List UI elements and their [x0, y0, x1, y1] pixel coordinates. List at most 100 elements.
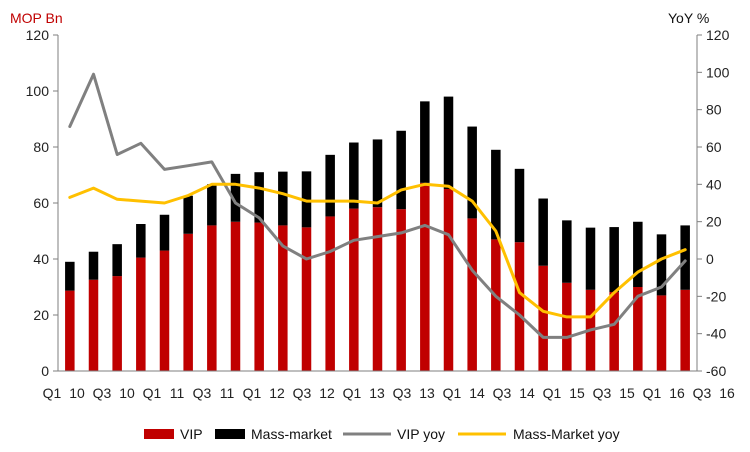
bar-mass-market	[443, 96, 454, 189]
left-axis-unit-label: MOP Bn	[10, 10, 63, 26]
bar-vip	[136, 257, 146, 371]
bar-mass-market	[585, 227, 596, 290]
line-layer	[68, 72, 687, 339]
bar-vip	[656, 295, 667, 371]
x-tick-label: Q3	[393, 385, 412, 401]
left-tick-label: 20	[33, 307, 49, 323]
bar-vip	[112, 276, 122, 371]
legend-swatch-mass-market	[215, 429, 245, 439]
axes: 0 20 40 60 80 100 120 -60 -40 -20 0 20 40 60 80 100 120 Q…	[26, 27, 735, 401]
left-tick-label: 100	[26, 83, 50, 99]
bar-vip	[230, 221, 241, 371]
bar-vip	[254, 222, 264, 371]
x-tick-label: 15	[619, 385, 635, 401]
bar-vip	[183, 233, 193, 371]
bar-vip	[325, 216, 335, 371]
bar-mass-market	[325, 154, 335, 217]
bar-mass-market	[372, 139, 383, 208]
bar-vip	[278, 225, 288, 371]
x-tick-label: Q3	[93, 385, 112, 401]
bar-vip	[562, 282, 572, 371]
bar-vip	[680, 289, 690, 371]
bar-mass-market	[278, 171, 288, 226]
right-tick-label: -20	[706, 288, 726, 304]
x-tick-label: 16	[719, 385, 735, 401]
x-tick-label: Q1	[143, 385, 162, 401]
bar-mass-market	[136, 224, 146, 258]
bar-vip	[349, 208, 359, 371]
bar-vip	[65, 290, 75, 371]
bar-vip	[633, 287, 643, 371]
x-tick-label: Q1	[443, 385, 462, 401]
right-tick-label: -40	[706, 326, 726, 342]
x-tick-label: 13	[369, 385, 385, 401]
bar-mass-market	[514, 168, 525, 243]
bar-vip	[301, 227, 312, 371]
bar-mass-market	[349, 142, 359, 209]
bar-mass-market	[65, 261, 75, 291]
legend-swatch-vip	[144, 429, 174, 439]
x-tick-label: Q3	[493, 385, 512, 401]
x-tick-label: 11	[170, 385, 185, 401]
bar-layer	[65, 96, 690, 371]
legend-label-mass-market: Mass-market	[251, 426, 332, 442]
bar-vip	[396, 209, 406, 371]
x-tick-label: Q3	[293, 385, 312, 401]
bar-mass-market	[254, 172, 264, 223]
line-vip-yoy	[68, 72, 687, 339]
left-tick-label: 40	[33, 251, 49, 267]
left-tick-label: 80	[33, 139, 49, 155]
x-tick-label: Q1	[243, 385, 262, 401]
right-axis-unit-label: YoY %	[668, 10, 709, 26]
bar-vip	[372, 207, 383, 371]
x-tick-label: 13	[419, 385, 435, 401]
right-tick-label: 100	[706, 64, 730, 80]
x-tick-label: Q1	[343, 385, 362, 401]
bar-mass-market	[396, 130, 406, 210]
x-tick-label: 14	[519, 385, 535, 401]
bar-mass-market	[88, 251, 99, 280]
x-tick-label: Q3	[693, 385, 712, 401]
bar-mass-market	[420, 101, 430, 183]
x-tick-label: 15	[569, 385, 585, 401]
x-tick-label: 11	[220, 385, 235, 401]
bar-mass-market	[538, 198, 548, 266]
bar-mass-market	[656, 234, 667, 296]
legend-label-mass-market-yoy: Mass-Market yoy	[513, 426, 620, 442]
bar-vip	[443, 189, 454, 371]
x-tick-label: Q3	[193, 385, 212, 401]
bar-mass-market	[633, 221, 643, 287]
bar-mass-market	[230, 173, 241, 222]
x-tick-label: Q3	[593, 385, 612, 401]
right-tick-label: -60	[706, 363, 726, 379]
x-tick-label: 12	[269, 385, 285, 401]
right-tick-label: 120	[706, 27, 730, 43]
bar-vip	[159, 250, 170, 371]
right-tick-label: 0	[706, 251, 714, 267]
bar-vip	[467, 218, 477, 371]
x-tick-label: 12	[319, 385, 335, 401]
legend: VIP Mass-market VIP yoy Mass-Market yoy	[144, 426, 620, 442]
bar-mass-market	[301, 171, 312, 228]
legend-label-vip: VIP	[180, 426, 203, 442]
x-tick-label: 10	[119, 385, 135, 401]
left-tick-label: 60	[33, 195, 49, 211]
bar-mass-market	[159, 214, 170, 251]
bar-mass-market	[112, 244, 122, 277]
bar-mass-market	[183, 195, 193, 234]
left-tick-label: 0	[41, 363, 49, 379]
bar-mass-market	[609, 227, 619, 293]
bar-vip	[514, 242, 525, 371]
legend-label-vip-yoy: VIP yoy	[397, 426, 445, 442]
bar-mass-market	[491, 149, 501, 240]
bar-vip	[609, 292, 619, 371]
bar-mass-market	[207, 184, 217, 226]
bar-mass-market	[467, 126, 477, 219]
x-tick-label: Q1	[643, 385, 662, 401]
right-tick-label: 60	[706, 139, 722, 155]
line-mass-market-yoy	[68, 182, 687, 319]
x-tick-label: Q1	[43, 385, 62, 401]
bar-vip	[420, 182, 430, 371]
bar-mass-market	[680, 225, 690, 290]
